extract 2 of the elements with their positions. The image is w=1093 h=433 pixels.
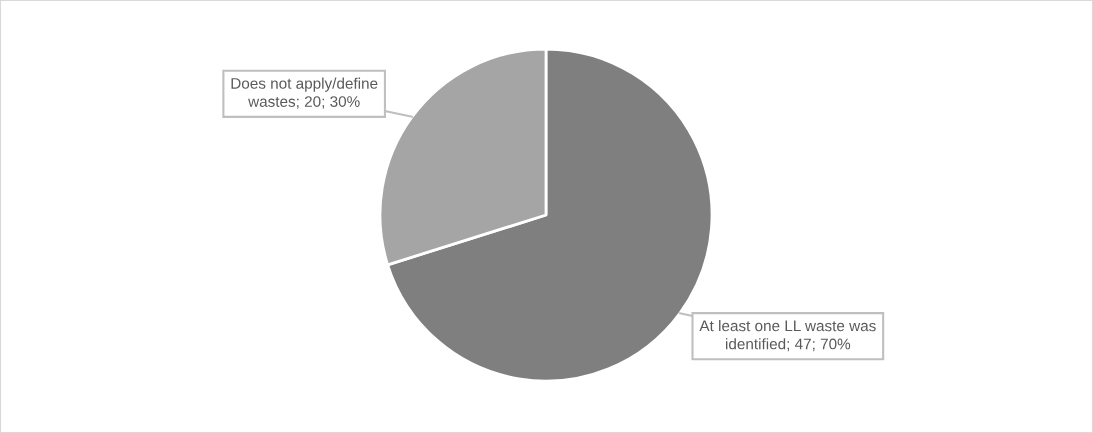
slice-label: At least one LL waste was identified; 47; 70% <box>699 320 876 352</box>
slice-label: Does not apply/define wastes; 20; 30% <box>231 77 378 109</box>
